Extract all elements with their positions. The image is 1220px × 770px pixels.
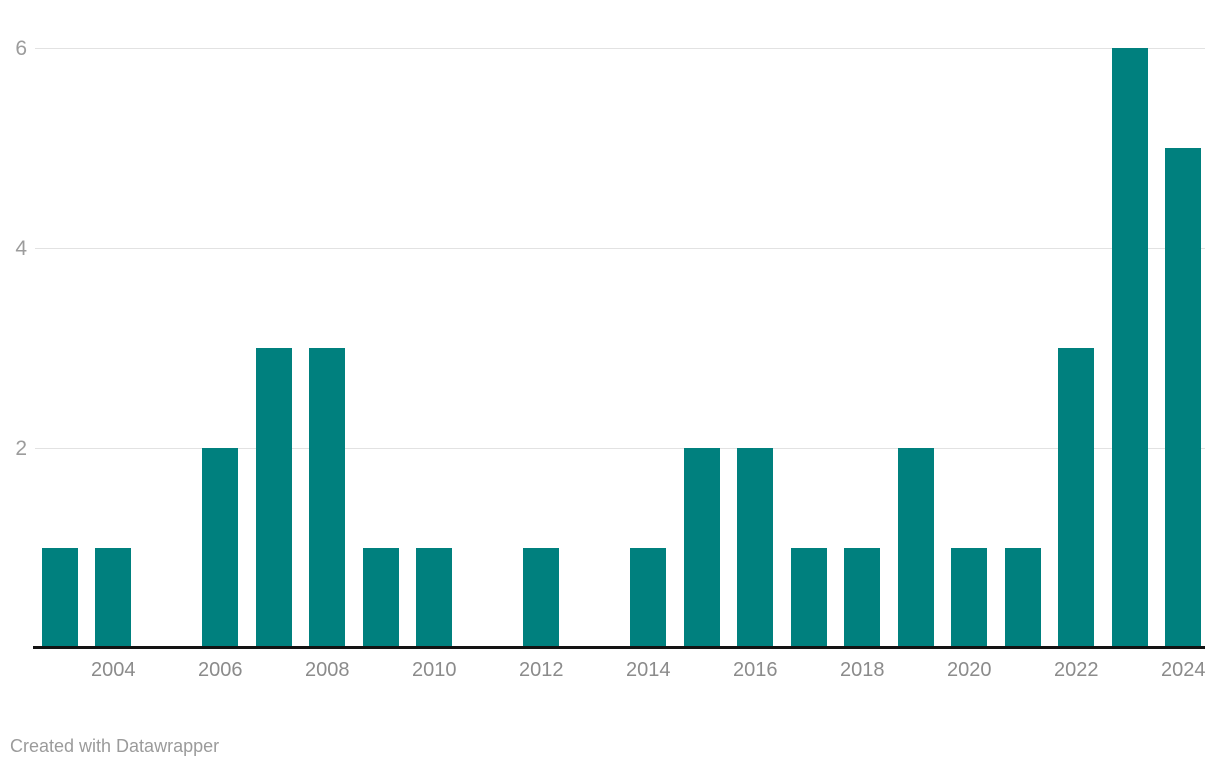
bar-slot [87,48,141,648]
bar-2020 [951,548,988,648]
x-tick-label: 2008 [305,659,350,681]
bar-slot [140,48,194,648]
bar-2024 [1165,148,1202,648]
x-tick-label [782,658,836,682]
bar-2017 [790,548,827,648]
bar-slot [354,48,408,648]
bar-slot [943,48,997,648]
x-tick-label: 2024 [1161,659,1206,681]
bar-slot [301,48,355,648]
bar-2018 [844,548,881,648]
bar-2003 [41,548,78,648]
x-tick-label: 2018 [840,659,885,681]
x-tick-label [247,658,301,682]
x-axis-labels: 2004 2006 2008 2010 2012 2014 2016 2018 2020 2022… [33,658,1210,682]
y-tick-label: 6 [15,37,27,60]
x-tick-label [889,658,943,682]
gridline [35,248,1205,249]
bar-slot [729,48,783,648]
bar-2012 [523,548,560,648]
bar-slot [568,48,622,648]
x-tick-label [675,658,729,682]
x-axis-line [33,646,1205,649]
bar-slot [996,48,1050,648]
bar-slot [889,48,943,648]
x-tick-label: 2004 [91,659,136,681]
bar-slot [461,48,515,648]
bar-2014 [630,548,667,648]
bar-slot [515,48,569,648]
bar-slot [1157,48,1211,648]
bar-2006 [202,448,239,648]
bar-2016 [737,448,774,648]
x-tick-label [568,658,622,682]
bar-2009 [362,548,399,648]
x-tick-label: 2022 [1054,659,1099,681]
gridline [35,448,1205,449]
datawrapper-attribution-link[interactable]: Created with Datawrapper [10,736,220,756]
x-tick-label: 2012 [519,659,564,681]
x-tick-label [996,658,1050,682]
plot-area [33,48,1210,648]
x-tick-label [354,658,408,682]
bar-slot [622,48,676,648]
bar-slot [408,48,462,648]
x-tick-label [1103,658,1157,682]
bar-2008 [309,348,346,648]
x-tick-label: 2006 [198,659,243,681]
x-tick-label: 2020 [947,659,992,681]
bar-slot [247,48,301,648]
gridline [35,48,1205,49]
bar-2021 [1004,548,1041,648]
bar-slot [782,48,836,648]
y-tick-label: 4 [15,237,27,260]
x-tick-label: 2014 [626,659,671,681]
x-tick-label [140,658,194,682]
bar-2022 [1058,348,1095,648]
bar-2010 [416,548,453,648]
bar-slot [194,48,248,648]
bar-2004 [95,548,132,648]
bar-slot [675,48,729,648]
bar-2015 [683,448,720,648]
x-tick-label: 2016 [733,659,778,681]
bar-slot [33,48,87,648]
bar-slot [1050,48,1104,648]
bar-2023 [1111,48,1148,648]
x-tick-label [461,658,515,682]
bar-2007 [255,348,292,648]
bar-slot [836,48,890,648]
x-tick-label [33,658,87,682]
y-tick-label: 2 [15,437,27,460]
bar-slot [1103,48,1157,648]
x-tick-label: 2010 [412,659,457,681]
bar-2019 [897,448,934,648]
